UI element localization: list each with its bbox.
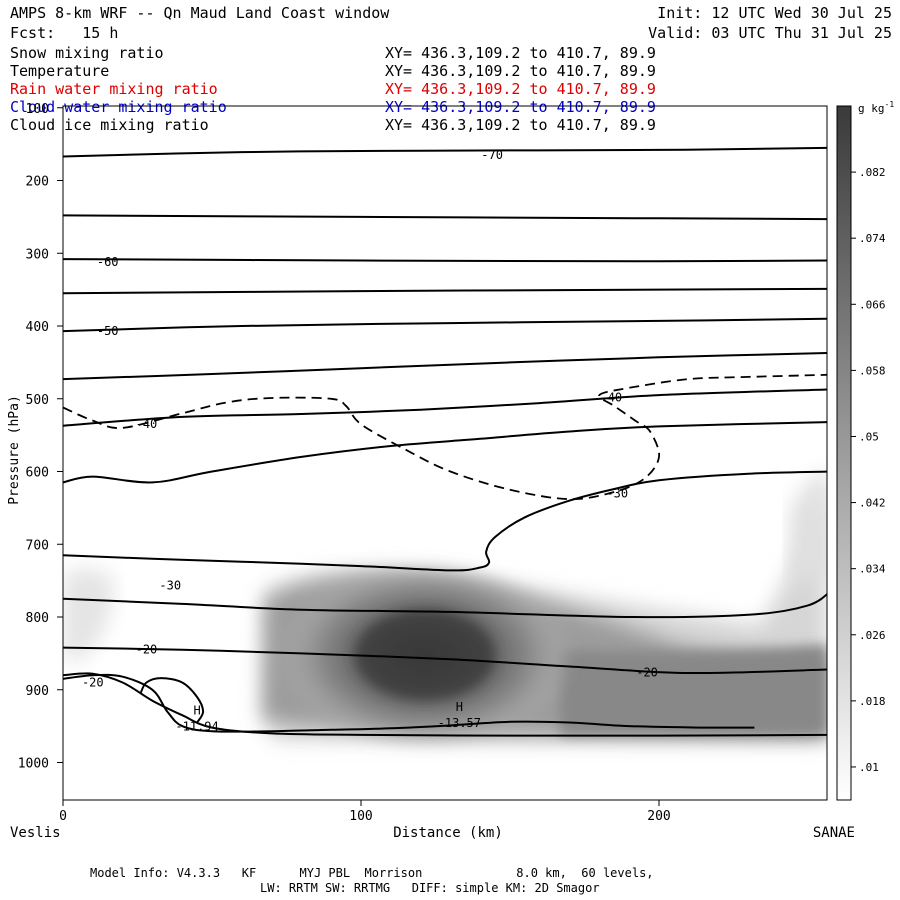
variable-name: Temperature [10,62,110,80]
variable-name: Cloud water mixing ratio [10,98,227,116]
isotherm-line [63,287,827,295]
valid-time: Valid: 03 UTC Thu 31 Jul 25 [648,24,892,42]
minimum-mark: H [456,700,463,714]
colorbar-tick-label: .05 [859,430,879,443]
isotherm-label: -20 [636,665,658,679]
x-tick-label: 100 [349,809,372,824]
variable-xy-range: XY= 436.3,109.2 to 410.7, 89.9 [385,98,656,116]
isotherm-line [63,421,827,484]
isotherm-label: -50 [97,324,119,338]
isotherm-line [63,317,827,333]
colorbar-tick-label: .026 [859,629,886,642]
isotherm-line [63,388,827,427]
isotherm-line [63,258,827,263]
isotherm-line [63,673,755,733]
temperature-contours [63,146,827,737]
minimum-value: -13.57 [438,716,481,730]
variable-xy-range: XY= 436.3,109.2 to 410.7, 89.9 [385,44,656,62]
y-tick-label: 200 [26,175,49,190]
colorbar-tick-label: .018 [859,695,886,708]
isotherm-line [63,592,827,619]
y-tick-label: 500 [26,393,49,408]
isotherm-line [63,214,827,221]
model-physics: LW: RRTM SW: RRTMG DIFF: simple KM: 2D S… [260,881,600,895]
dashed-contours [63,373,827,501]
colorbar-tick-label: .074 [859,232,886,245]
colorbar-ticks: .01 .018 .026 .034 .042 .05 .058 .066 .074 .082 [851,166,886,774]
y-tick-label: 800 [26,611,49,626]
isotherm-line [63,672,827,737]
x-endpoint-right: SANAE [813,825,855,841]
y-tick-label: 300 [26,247,49,262]
isotherm-label: -70 [481,148,503,162]
y-tick-label: 400 [26,320,49,335]
colorbar-tick-label: .042 [859,497,886,510]
forecast-hour: Fcst: 15 h [10,24,119,42]
isotherm-line [63,646,827,675]
y-tick-label: 100 [26,102,49,117]
isotherm-label: -40 [600,390,622,404]
x-endpoint-left: Veslis [10,825,61,841]
chart-title: AMPS 8-km WRF -- Qn Maud Land Coast wind… [10,4,390,22]
x-tick-label: 0 [59,809,67,824]
isotherm-label: -30 [159,579,181,593]
variable-name: Rain water mixing ratio [10,80,218,98]
isotherm-line [63,470,827,572]
y-axis-label: Pressure (hPa) [7,395,22,505]
dashed-contour-line [63,373,827,501]
minimum-value: -11.94 [175,719,218,733]
variable-xy-range: XY= 436.3,109.2 to 410.7, 89.9 [385,62,656,80]
y-tick-label: 1000 [18,757,49,772]
minimum-mark: H [193,703,200,717]
y-tick-label: 900 [26,684,49,699]
model-info: Model Info: V4.3.3 KF MYJ PBL Morrison 8… [90,866,654,880]
colorbar [836,105,852,801]
isotherm-line [63,146,827,158]
isotherm-label: -20 [136,643,158,657]
colorbar-tick-label: .082 [859,166,886,179]
contour-labels: -70 -60 -50 -40 -40 -30 -30 -20 -20 -20 H -11.94 H -1… [82,148,658,733]
isotherm-label: -60 [97,255,119,269]
variable-xy-range: XY= 436.3,109.2 to 410.7, 89.9 [385,80,656,98]
colorbar-tick-label: .01 [859,761,879,774]
y-tick-label: 700 [26,538,49,553]
colorbar-tick-label: .066 [859,298,886,311]
isotherm-line [63,352,827,381]
variable-name: Snow mixing ratio [10,44,164,62]
variable-xy-range: XY= 436.3,109.2 to 410.7, 89.9 [385,116,656,134]
colorbar-tick-label: .034 [859,563,886,576]
snow-mixing-ratio-shading [63,470,827,750]
isotherm-label: -40 [136,417,158,431]
plot-frame [62,105,828,801]
colorbar-unit: g kg-1 [858,100,894,115]
x-axis-label: Distance (km) [393,825,503,841]
axes: 100 200 300 400 500 600 700 800 900 1000 0 100 200 [18,102,671,824]
variable-name: Cloud ice mixing ratio [10,116,209,134]
y-tick-label: 600 [26,466,49,481]
isotherm-label: -20 [82,675,104,689]
isotherm-label: -30 [606,486,628,500]
isotherm-line [139,677,205,724]
x-tick-label: 200 [647,809,670,824]
colorbar-tick-label: .058 [859,364,886,377]
init-time: Init: 12 UTC Wed 30 Jul 25 [657,4,892,22]
